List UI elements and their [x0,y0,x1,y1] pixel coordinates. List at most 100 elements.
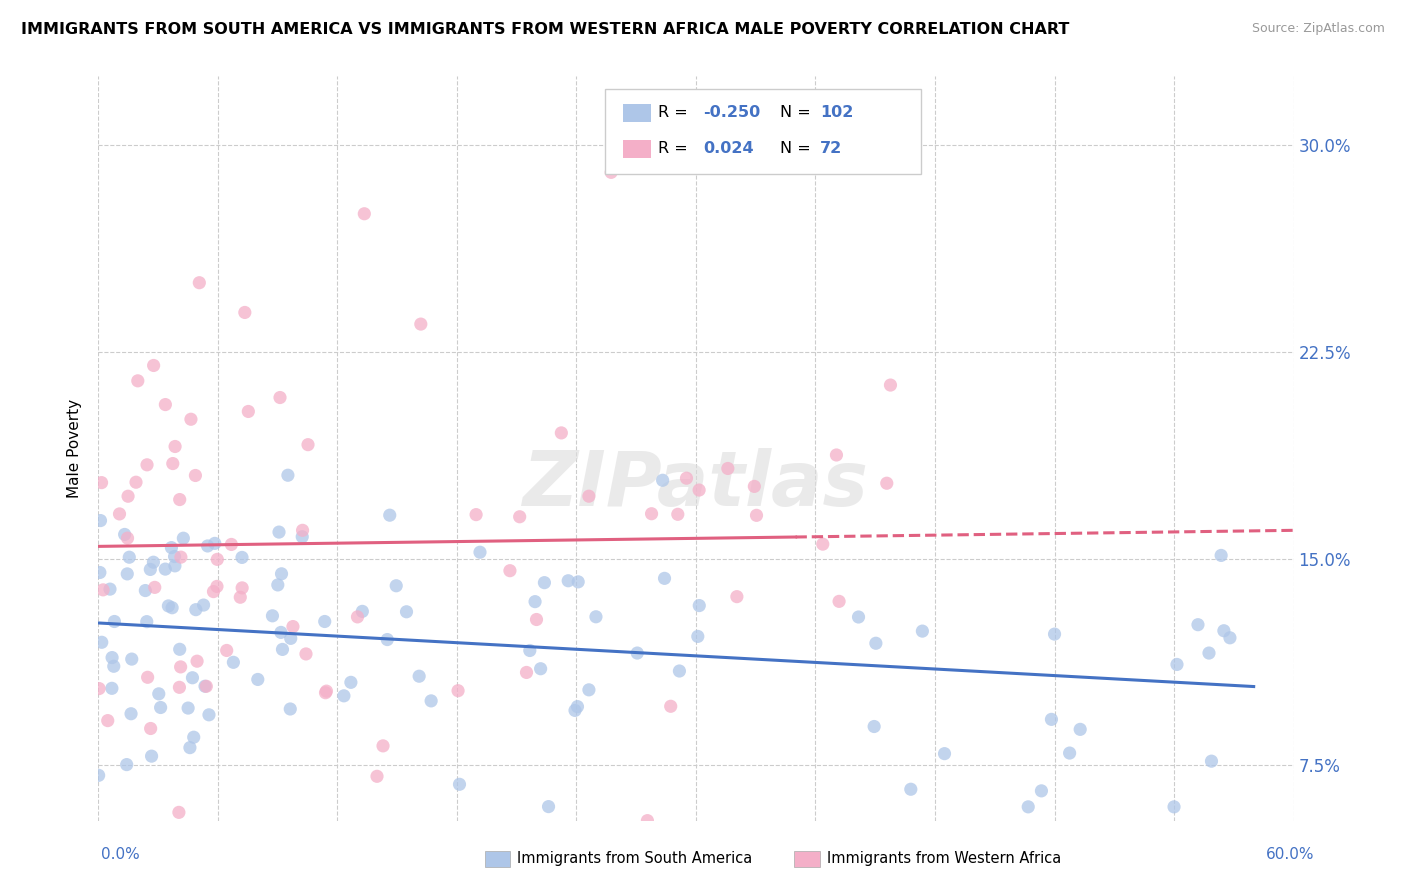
Point [745,508,768,523]
Point [127,374,149,388]
Point [280,632,302,646]
Point [271,642,294,657]
Point [640,507,662,521]
Point [600,165,623,179]
Point [533,575,555,590]
Point [1031,784,1053,798]
Point [557,574,579,588]
Text: N =: N = [780,105,811,120]
Point [537,799,560,814]
Point [346,610,368,624]
Point [221,537,243,551]
Point [371,739,394,753]
Point [181,671,204,685]
Point [1040,712,1063,726]
Point [157,599,180,613]
Point [668,664,690,678]
Point [378,508,401,523]
Point [162,457,184,471]
Point [204,536,226,550]
Point [91,582,114,597]
Text: 72: 72 [820,141,842,155]
Point [231,550,253,565]
Point [90,635,112,649]
Point [879,378,901,392]
Point [291,530,314,544]
Point [141,749,163,764]
Point [169,681,191,695]
Point [136,458,159,472]
Text: N =: N = [780,141,811,155]
Point [314,615,336,629]
Point [468,545,491,559]
Point [160,600,183,615]
Point [117,566,139,581]
Text: 0.0%: 0.0% [101,847,141,862]
Point [375,632,398,647]
Point [155,398,177,412]
Point [865,636,887,650]
Point [526,613,548,627]
Point [169,660,191,674]
Point [725,590,748,604]
Point [564,703,586,717]
Point [179,740,201,755]
Point [1059,746,1081,760]
Point [135,615,157,629]
Point [184,468,207,483]
Point [270,625,292,640]
Point [246,673,269,687]
Point [315,686,337,700]
Point [666,508,689,522]
Point [197,539,219,553]
Point [291,524,314,538]
Point [267,525,290,540]
Point [120,706,142,721]
Point [578,682,600,697]
Y-axis label: Male Poverty: Male Poverty [67,399,83,498]
Point [278,702,301,716]
Point [115,757,138,772]
Point [409,317,432,331]
Point [180,412,202,426]
Point [160,541,183,555]
Point [233,305,256,319]
Point [184,602,207,616]
Point [186,654,208,668]
Point [108,507,131,521]
Point [297,438,319,452]
Point [863,719,886,733]
Text: -0.250: -0.250 [703,105,761,120]
Point [172,531,194,545]
Point [499,564,522,578]
Point [828,594,851,608]
Point [911,624,934,639]
Point [550,425,572,440]
Point [447,683,470,698]
Point [167,805,190,820]
Point [366,769,388,783]
Point [170,550,193,565]
Text: 60.0%: 60.0% [1267,847,1315,862]
Point [578,489,600,503]
Point [1166,657,1188,672]
Text: Immigrants from South America: Immigrants from South America [517,852,752,866]
Point [1212,624,1234,638]
Point [848,610,870,624]
Point [651,473,673,487]
Point [1198,646,1220,660]
Point [202,584,225,599]
Point [626,646,648,660]
Point [385,579,408,593]
Point [686,629,709,643]
Point [229,591,252,605]
Point [530,662,553,676]
Point [169,642,191,657]
Point [353,207,375,221]
Point [222,656,245,670]
Point [333,689,356,703]
Point [519,643,541,657]
Point [114,527,136,541]
Text: Immigrants from Western Africa: Immigrants from Western Africa [827,852,1062,866]
Point [281,619,304,633]
